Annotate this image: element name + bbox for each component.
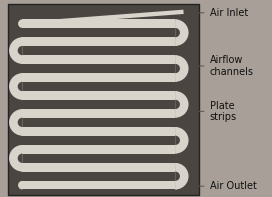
Wedge shape [18, 181, 22, 190]
Wedge shape [18, 154, 22, 163]
Wedge shape [18, 91, 22, 100]
Wedge shape [175, 64, 180, 73]
Bar [22, 91, 175, 100]
Wedge shape [175, 55, 188, 82]
Wedge shape [175, 55, 180, 64]
Text: Air Inlet: Air Inlet [199, 8, 248, 18]
Wedge shape [18, 127, 22, 136]
Bar [22, 163, 175, 172]
Wedge shape [175, 181, 180, 190]
Wedge shape [175, 100, 180, 109]
Bar [22, 73, 175, 82]
Wedge shape [18, 109, 22, 118]
Wedge shape [18, 118, 22, 127]
Wedge shape [175, 127, 180, 136]
Wedge shape [175, 37, 180, 46]
Wedge shape [18, 73, 22, 82]
Wedge shape [9, 109, 22, 136]
Wedge shape [175, 28, 180, 37]
Wedge shape [175, 19, 180, 28]
Wedge shape [18, 46, 22, 55]
Wedge shape [9, 145, 22, 172]
Text: Airflow
channels: Airflow channels [199, 55, 254, 77]
Bar [22, 55, 175, 64]
Bar [22, 37, 175, 46]
Bar [22, 19, 175, 28]
Wedge shape [18, 145, 22, 154]
Text: Plate
strips: Plate strips [199, 100, 237, 122]
Wedge shape [175, 73, 180, 82]
Bar [22, 127, 175, 136]
Wedge shape [175, 127, 188, 154]
Wedge shape [9, 73, 22, 100]
Wedge shape [175, 145, 180, 154]
Wedge shape [18, 37, 22, 46]
Wedge shape [18, 19, 22, 28]
Wedge shape [9, 37, 22, 64]
Wedge shape [175, 91, 188, 118]
Wedge shape [175, 91, 180, 100]
Wedge shape [18, 82, 22, 91]
Wedge shape [175, 19, 188, 46]
Wedge shape [175, 136, 180, 145]
Wedge shape [175, 109, 180, 118]
Bar [22, 181, 175, 190]
Bar [22, 145, 175, 154]
Bar [22, 109, 175, 118]
Text: Air Outlet: Air Outlet [199, 181, 256, 191]
Wedge shape [18, 163, 22, 172]
Polygon shape [26, 10, 184, 26]
Wedge shape [18, 55, 22, 64]
Wedge shape [175, 163, 188, 190]
Wedge shape [175, 163, 180, 172]
Wedge shape [175, 172, 180, 181]
